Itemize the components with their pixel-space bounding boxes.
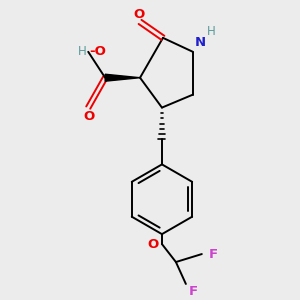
Polygon shape [105,74,140,81]
Text: H: H [207,25,215,38]
Text: -O: -O [89,45,106,58]
Text: F: F [209,248,218,261]
Text: H: H [77,45,86,58]
Text: N: N [195,36,206,49]
Text: F: F [189,285,198,298]
Text: O: O [134,8,145,21]
Text: O: O [84,110,95,123]
Text: O: O [147,238,159,250]
